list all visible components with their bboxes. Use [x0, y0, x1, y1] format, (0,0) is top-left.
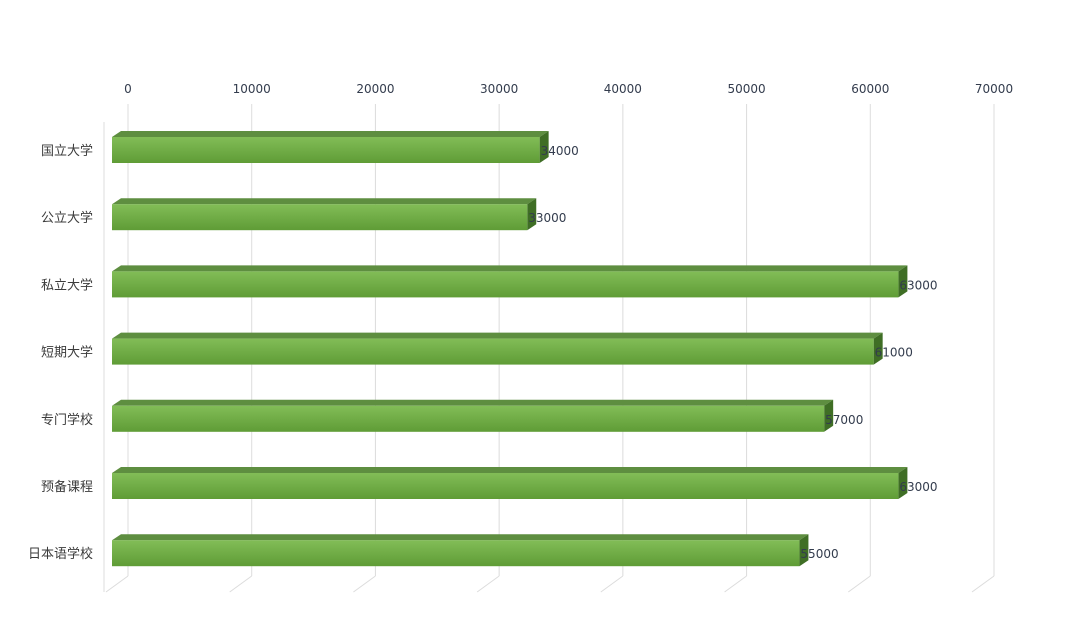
- bar-front-face: [112, 338, 874, 365]
- bar-side-face: [799, 534, 809, 567]
- bar-top-face: [112, 198, 537, 205]
- bar: [112, 265, 908, 298]
- x-tick-label: 70000: [975, 82, 1013, 96]
- gridline-foot: [105, 575, 129, 593]
- x-tick-label: 50000: [727, 82, 765, 96]
- bar: [112, 399, 834, 432]
- bar-front-face: [112, 204, 528, 231]
- gridline-foot: [600, 575, 624, 593]
- category-label: 日本语学校: [28, 546, 93, 562]
- bar-side-face: [898, 265, 908, 298]
- x-tick-label: 30000: [480, 82, 518, 96]
- bar-side-face: [527, 198, 537, 231]
- bar: [112, 467, 908, 499]
- x-tick-label: 60000: [851, 82, 889, 96]
- x-tick-label: 0: [124, 82, 132, 96]
- bar: [112, 131, 549, 163]
- data-label: 57000: [825, 413, 863, 427]
- bar-top-face: [112, 534, 809, 541]
- gridline-foot: [971, 575, 995, 593]
- x-tick-label: 20000: [356, 82, 394, 96]
- bar-side-face: [873, 332, 883, 365]
- x-axis-ticks: 0 10000 20000 30000 40000 50000 60000 70000: [124, 82, 1013, 96]
- bar-front-face: [112, 271, 899, 298]
- data-label: 34000: [541, 144, 579, 158]
- bar-front-face: [112, 540, 800, 567]
- category-label: 公立大学: [41, 210, 93, 226]
- bar-top-face: [112, 399, 834, 406]
- category-label: 短期大学: [41, 345, 93, 361]
- bar-top-face: [112, 131, 549, 137]
- gridline-foot: [229, 575, 253, 593]
- bar-front-face: [112, 405, 825, 432]
- x-tick-label: 40000: [604, 82, 642, 96]
- bar-top-face: [112, 332, 883, 339]
- bars: [112, 131, 908, 567]
- bar-top-face: [112, 265, 908, 272]
- bar-front-face: [112, 137, 540, 163]
- category-label: 预备课程: [41, 479, 93, 495]
- data-label: 55000: [800, 547, 838, 561]
- gridline-foot: [476, 575, 500, 593]
- bar: [112, 198, 537, 231]
- bar: [112, 534, 809, 567]
- bar: [112, 332, 883, 365]
- data-labels: 34000 33000 63000 61000 57000 63000 55000: [528, 144, 937, 561]
- category-label: 国立大学: [41, 143, 93, 159]
- bar-side-face: [539, 131, 549, 163]
- x-tick-label: 10000: [233, 82, 271, 96]
- bar-side-face: [898, 467, 908, 499]
- gridline-foot: [847, 575, 871, 593]
- data-label: 63000: [899, 480, 937, 494]
- category-label: 专门学校: [41, 412, 93, 428]
- bar-top-face: [112, 467, 908, 473]
- data-label: 63000: [899, 278, 937, 292]
- category-label: 私立大学: [41, 277, 93, 293]
- gridline-foot: [353, 575, 376, 593]
- data-label: 61000: [875, 346, 913, 360]
- bar-side-face: [824, 399, 834, 432]
- bar-front-face: [112, 473, 899, 499]
- gridline-foot: [724, 575, 747, 593]
- data-label: 33000: [528, 211, 566, 225]
